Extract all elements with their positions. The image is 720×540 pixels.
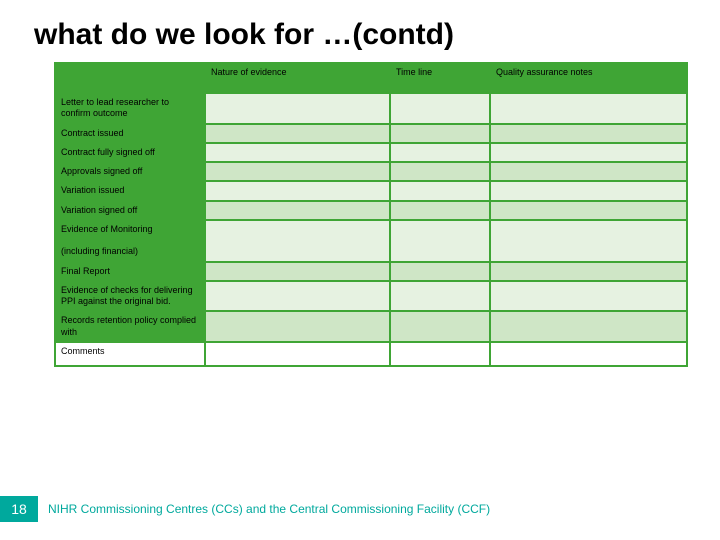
table-row: Letter to lead researcher to confirm out… (55, 93, 687, 124)
header-timeline: Time line (390, 63, 490, 93)
table-row: Approvals signed off (55, 162, 687, 181)
table-cell (490, 181, 687, 200)
table-cell (390, 311, 490, 342)
table-cell (205, 143, 390, 162)
row-label: Approvals signed off (55, 162, 205, 181)
table-cell (390, 201, 490, 220)
table-cell (490, 201, 687, 220)
comments-nature (205, 342, 390, 366)
footer-text: NIHR Commissioning Centres (CCs) and the… (48, 502, 490, 516)
row-label: Variation issued (55, 181, 205, 200)
table-row: Variation signed off (55, 201, 687, 220)
table-cell (490, 93, 687, 124)
header-blank (55, 63, 205, 93)
table-cell (390, 124, 490, 143)
table-cell (390, 143, 490, 162)
page-number: 18 (0, 496, 38, 522)
footer: 18 NIHR Commissioning Centres (CCs) and … (0, 496, 490, 522)
table-cell (205, 201, 390, 220)
table-header-row: Nature of evidence Time line Quality ass… (55, 63, 687, 93)
comments-row: Comments (55, 342, 687, 366)
table-cell (490, 220, 687, 262)
table-cell (490, 124, 687, 143)
evidence-table: Nature of evidence Time line Quality ass… (54, 62, 688, 367)
row-label: Variation signed off (55, 201, 205, 220)
row-label: Evidence of checks for delivering PPI ag… (55, 281, 205, 312)
table-cell (390, 162, 490, 181)
slide-title: what do we look for …(contd) (34, 18, 690, 52)
table-row: Final Report (55, 262, 687, 281)
table-cell (390, 93, 490, 124)
row-label: Evidence of Monitoring(including financi… (55, 220, 205, 262)
table-cell (205, 162, 390, 181)
table-cell (490, 162, 687, 181)
row-label: Records retention policy complied with (55, 311, 205, 342)
table-cell (390, 220, 490, 262)
table-cell (205, 262, 390, 281)
header-qa: Quality assurance notes (490, 63, 687, 93)
comments-label: Comments (55, 342, 205, 366)
table-cell (390, 281, 490, 312)
table-cell (205, 220, 390, 262)
row-label: Letter to lead researcher to confirm out… (55, 93, 205, 124)
table-cell (490, 311, 687, 342)
row-label: Final Report (55, 262, 205, 281)
table-cell (205, 124, 390, 143)
table-cell (205, 181, 390, 200)
table-row: Records retention policy complied with (55, 311, 687, 342)
table-cell (490, 281, 687, 312)
table-cell (490, 262, 687, 281)
table-cell (205, 311, 390, 342)
table-row: Variation issued (55, 181, 687, 200)
comments-qa (490, 342, 687, 366)
table-cell (205, 93, 390, 124)
table-row: Evidence of checks for delivering PPI ag… (55, 281, 687, 312)
comments-timeline (390, 342, 490, 366)
header-nature: Nature of evidence (205, 63, 390, 93)
row-label: Contract issued (55, 124, 205, 143)
table-cell (490, 143, 687, 162)
table-row: Contract fully signed off (55, 143, 687, 162)
table-cell (390, 262, 490, 281)
table-row: Contract issued (55, 124, 687, 143)
row-label: Contract fully signed off (55, 143, 205, 162)
table-row: Evidence of Monitoring(including financi… (55, 220, 687, 262)
table-cell (205, 281, 390, 312)
table-cell (390, 181, 490, 200)
